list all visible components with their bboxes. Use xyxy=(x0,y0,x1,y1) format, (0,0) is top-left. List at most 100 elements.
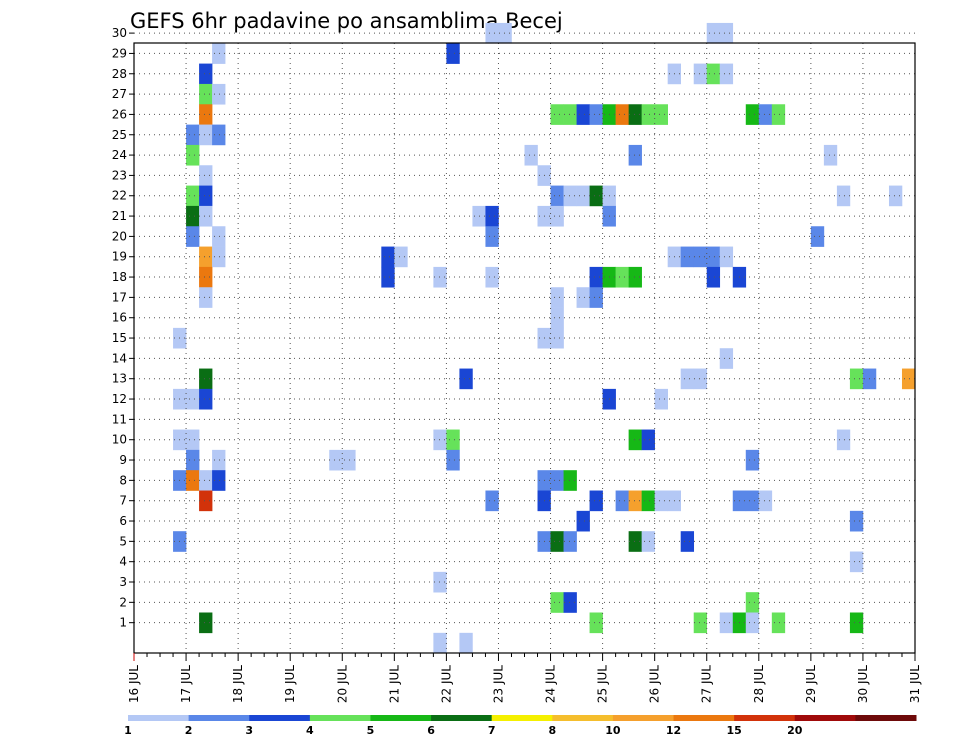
x-tick-label: 28 JUL xyxy=(752,665,766,703)
data-cell xyxy=(433,571,447,593)
legend-label: 7 xyxy=(488,724,496,737)
data-cells xyxy=(173,22,916,654)
data-cell xyxy=(576,104,590,125)
y-tick-label: 15 xyxy=(112,331,127,345)
data-cell xyxy=(706,246,721,268)
data-cell xyxy=(212,83,226,105)
data-cell xyxy=(212,470,226,491)
data-cell xyxy=(745,104,760,125)
data-cell xyxy=(719,22,734,44)
y-tick-label: 9 xyxy=(119,453,127,467)
data-cell xyxy=(589,104,603,125)
x-tick-label: 31 JUL xyxy=(908,665,922,703)
data-cell xyxy=(550,327,564,349)
data-cell xyxy=(680,368,695,390)
data-cell xyxy=(589,490,603,512)
data-cell xyxy=(589,266,603,288)
data-cell xyxy=(641,490,655,512)
data-cell xyxy=(836,185,851,207)
data-cell xyxy=(589,287,603,308)
y-tick-label: 4 xyxy=(119,555,127,569)
data-cell xyxy=(199,124,213,146)
x-tick-label: 22 JUL xyxy=(439,665,453,703)
data-cell xyxy=(576,185,590,207)
data-cell xyxy=(446,449,460,471)
legend-label: 4 xyxy=(306,724,314,737)
data-cell xyxy=(186,449,200,471)
legend-label: 8 xyxy=(548,724,556,737)
y-tick-label: 8 xyxy=(119,473,127,487)
x-tick-label: 24 JUL xyxy=(544,665,558,703)
data-cell xyxy=(628,490,642,512)
data-cell xyxy=(485,205,499,227)
data-cell xyxy=(745,592,760,613)
data-cell xyxy=(199,185,213,207)
data-cell xyxy=(849,510,864,532)
y-tick-label: 13 xyxy=(112,372,127,386)
data-cell xyxy=(615,266,629,288)
data-cell xyxy=(498,22,512,44)
legend-swatch xyxy=(552,715,614,721)
data-cell xyxy=(563,104,577,125)
data-cell xyxy=(212,246,226,268)
data-cell xyxy=(186,429,200,451)
data-cell xyxy=(199,612,213,634)
data-cell xyxy=(693,246,708,268)
data-cell xyxy=(706,22,721,44)
y-axis: 1234567891011121314151617181920212223242… xyxy=(112,26,134,630)
data-cell xyxy=(654,388,668,410)
data-cell xyxy=(641,531,655,552)
data-cell xyxy=(433,266,447,288)
legend-swatch xyxy=(370,715,432,721)
data-cell xyxy=(706,63,721,85)
data-cell xyxy=(654,104,668,125)
data-cell xyxy=(615,490,629,512)
data-cell xyxy=(771,104,786,125)
y-tick-label: 16 xyxy=(112,311,127,325)
legend-label: 3 xyxy=(245,724,253,737)
y-tick-label: 26 xyxy=(112,107,127,121)
data-cell xyxy=(589,185,603,207)
data-cell xyxy=(186,226,200,247)
x-tick-label: 26 JUL xyxy=(648,665,662,703)
data-cell xyxy=(199,104,213,125)
legend-swatch xyxy=(309,715,371,721)
y-tick-label: 5 xyxy=(119,534,127,548)
data-cell xyxy=(550,470,564,491)
data-cell xyxy=(680,531,695,552)
y-tick-label: 20 xyxy=(112,229,127,243)
data-cell xyxy=(719,246,734,268)
y-tick-label: 30 xyxy=(112,26,127,40)
data-cell xyxy=(212,124,226,146)
legend-label: 12 xyxy=(666,724,681,737)
grid-lines xyxy=(134,32,915,653)
legend-swatch xyxy=(794,715,856,721)
data-cell xyxy=(628,531,642,552)
data-cell xyxy=(524,144,538,166)
data-cell xyxy=(745,612,760,634)
x-tick-label: 30 JUL xyxy=(856,665,870,703)
data-cell xyxy=(485,22,499,44)
legend-swatch xyxy=(673,715,735,721)
data-cell xyxy=(433,429,447,451)
data-cell xyxy=(212,43,226,64)
data-cell xyxy=(771,612,786,634)
x-tick-label: 29 JUL xyxy=(804,665,818,703)
y-tick-label: 6 xyxy=(119,514,127,528)
legend-label: 10 xyxy=(605,724,621,737)
x-tick-label: 23 JUL xyxy=(492,665,506,703)
data-cell xyxy=(641,429,655,451)
data-cell xyxy=(576,287,590,308)
y-tick-label: 29 xyxy=(112,46,127,60)
legend-label: 2 xyxy=(185,724,193,737)
data-cell xyxy=(693,368,708,390)
data-cell xyxy=(849,551,864,573)
data-cell xyxy=(381,266,395,288)
data-cell xyxy=(459,368,473,390)
y-tick-label: 24 xyxy=(112,148,127,162)
data-cell xyxy=(693,63,708,85)
data-cell xyxy=(485,490,499,512)
x-tick-label: 17 JUL xyxy=(179,665,193,703)
data-cell xyxy=(576,510,590,532)
y-tick-label: 23 xyxy=(112,168,127,182)
